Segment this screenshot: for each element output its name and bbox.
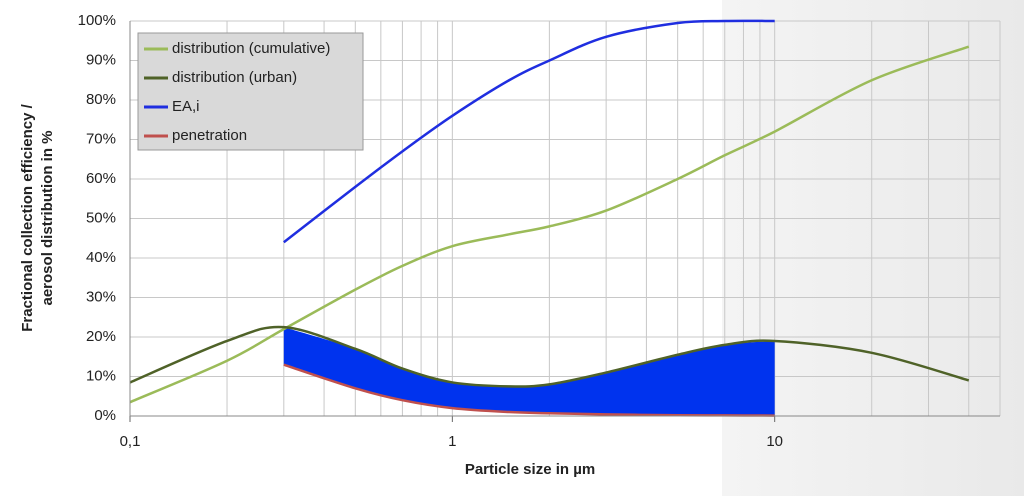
y-tick-label: 30%: [86, 288, 116, 305]
y-tick-label: 50%: [86, 209, 116, 226]
y-tick-label: 90%: [86, 51, 116, 68]
legend-label: EA,i: [172, 98, 200, 115]
y-tick-label: 10%: [86, 367, 116, 384]
y-tick-label: 20%: [86, 328, 116, 345]
y-tick-label: 60%: [86, 170, 116, 187]
x-tick-label: 0,1: [120, 433, 141, 450]
series-line: [283, 19, 775, 244]
background-shade: [722, 0, 1024, 496]
plot-area: [129, 19, 970, 417]
y-axis-title: aerosol distribution in %: [39, 130, 56, 305]
y-tick-label: 80%: [86, 91, 116, 108]
shaded-area: [283, 327, 775, 416]
x-tick-label: 10: [766, 433, 783, 450]
legend-label: distribution (urban): [172, 69, 297, 86]
series-line: [129, 325, 970, 388]
y-tick-label: 70%: [86, 130, 116, 147]
legend-label: penetration: [172, 127, 247, 144]
x-tick-label: 1: [448, 433, 456, 450]
series-line: [283, 363, 775, 417]
y-tick-label: 40%: [86, 249, 116, 266]
axes: 0% 10% 20% 30% 40% 50% 60% 70% 80% 90% 100% 0,1 1 10: [78, 12, 1000, 450]
legend-label: distribution (cumulative): [172, 40, 330, 57]
x-axis-title: Particle size in µm: [465, 461, 595, 478]
y-tick-label: 0%: [94, 407, 116, 424]
legend-box: [137, 32, 364, 151]
y-tick-label: 100%: [78, 12, 116, 29]
legend: distribution (cumulative) distribution (u…: [137, 32, 364, 151]
series-line: [129, 45, 970, 404]
y-axis-title: Fractional collection efficiency /: [19, 103, 36, 331]
